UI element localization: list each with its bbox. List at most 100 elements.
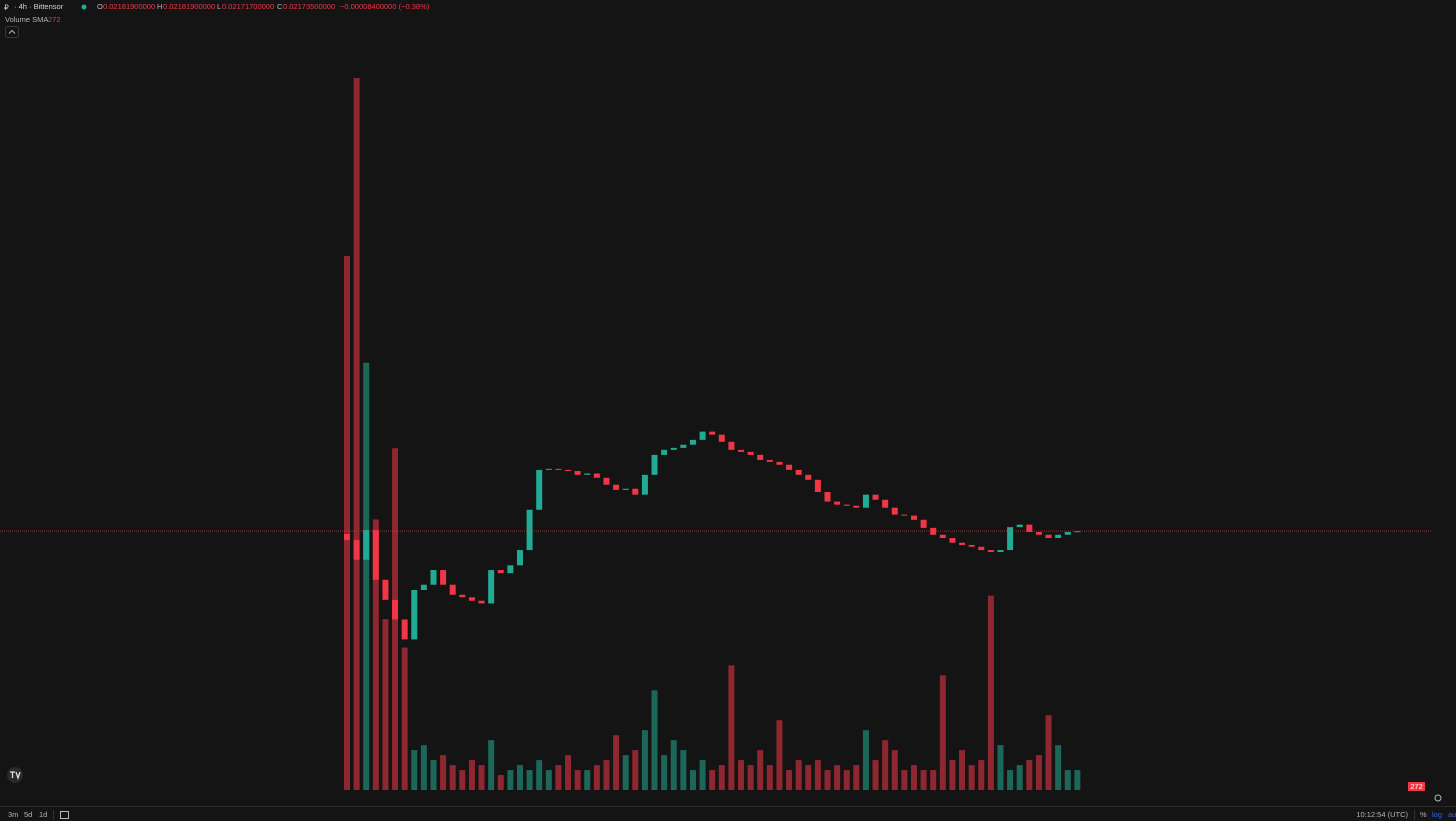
volume-bar (449, 765, 456, 790)
volume-bar (661, 755, 668, 790)
volume-bar (959, 750, 966, 790)
volume-bar (718, 765, 725, 790)
volume-bar (1055, 745, 1062, 790)
volume-bar (1016, 765, 1023, 790)
candle (1045, 534, 1052, 539)
candle (795, 469, 802, 475)
volume-bar (776, 720, 783, 790)
volume-bar (709, 770, 716, 790)
percent-toggle[interactable]: % (1420, 810, 1427, 819)
candle (584, 473, 591, 475)
candle (882, 499, 889, 508)
volume-bar (622, 755, 629, 790)
volume-bar (497, 775, 504, 790)
candle (411, 589, 418, 640)
range-button[interactable]: 1d (39, 810, 47, 819)
range-button[interactable]: 5d (24, 810, 32, 819)
volume-label: Volume SMA (5, 15, 48, 24)
candle (824, 492, 831, 502)
volume-bar (440, 755, 447, 790)
volume-bar (555, 765, 562, 790)
logo[interactable] (7, 767, 23, 783)
volume-bar (565, 755, 572, 790)
volume-bar (382, 619, 389, 790)
candle (997, 550, 1004, 553)
log-toggle[interactable]: log (1432, 810, 1442, 819)
volume-bar (526, 770, 533, 790)
candle (959, 542, 966, 545)
candle (1035, 532, 1042, 535)
auto-toggle[interactable]: auto (1448, 810, 1456, 819)
candle (680, 444, 687, 448)
volume-bar (997, 745, 1004, 790)
volume-bar (728, 665, 735, 790)
candle (738, 449, 745, 452)
ohlc-value: 0.02181900000 (103, 2, 155, 11)
candle (459, 594, 466, 598)
volume-bar (488, 740, 495, 790)
candle (488, 570, 495, 604)
candle (872, 494, 879, 500)
ohlc-label: H (157, 2, 162, 11)
volume-bar (613, 735, 620, 790)
volume-bar (363, 362, 370, 790)
price-axis-bg (1432, 0, 1456, 806)
volume-bar (574, 770, 581, 790)
candle (555, 468, 562, 470)
volume-bar (420, 745, 427, 790)
candle (920, 519, 927, 528)
candle (987, 550, 994, 553)
volume-bar (670, 740, 677, 790)
clock: 10:12:54 (UTC) (1356, 810, 1408, 819)
volume-bar (344, 256, 350, 790)
candle (766, 459, 773, 462)
candle (574, 471, 581, 475)
settings-icon[interactable] (1434, 794, 1442, 802)
collapse-icon (8, 29, 16, 34)
volume-bar (478, 765, 485, 790)
candle (507, 565, 514, 574)
volume-bar (939, 675, 946, 790)
candle (689, 439, 696, 445)
volume-layer (344, 78, 1081, 790)
candle (786, 464, 793, 470)
volume-bar (516, 765, 523, 790)
candle (939, 534, 946, 539)
collapse-button[interactable] (5, 26, 19, 38)
candle (641, 474, 648, 495)
candle (632, 488, 639, 495)
volume-bar (814, 760, 821, 790)
candle (757, 454, 764, 460)
candle (910, 515, 917, 520)
volume-bar (1074, 770, 1081, 790)
volume-bar (1026, 760, 1033, 790)
calendar-icon[interactable] (60, 811, 69, 819)
volume-bar (920, 770, 927, 790)
range-button[interactable]: 3m (8, 810, 18, 819)
volume-bar (978, 760, 985, 790)
candle (834, 501, 841, 505)
candle (382, 579, 389, 600)
volume-bar (843, 770, 850, 790)
change: −0.00008400000 (−0.38%) (340, 2, 430, 11)
candle (468, 597, 475, 601)
ohlc-label: O (97, 2, 103, 11)
candle (1016, 524, 1023, 528)
volume-bar (468, 760, 475, 790)
volume-bar (834, 765, 841, 790)
volume-bar (891, 750, 898, 790)
candle (613, 484, 620, 490)
volume-badge-bg (1408, 782, 1425, 791)
volume-badge: 272 (1410, 782, 1423, 791)
volume-bar (853, 765, 860, 790)
candle (526, 509, 533, 551)
volume-bar (862, 730, 869, 790)
candle (843, 504, 850, 506)
volume-bar (1035, 755, 1042, 790)
candle (516, 550, 523, 566)
candle (603, 477, 610, 485)
volume-bar (786, 770, 793, 790)
logo-mark (10, 771, 21, 781)
candle (776, 461, 783, 465)
